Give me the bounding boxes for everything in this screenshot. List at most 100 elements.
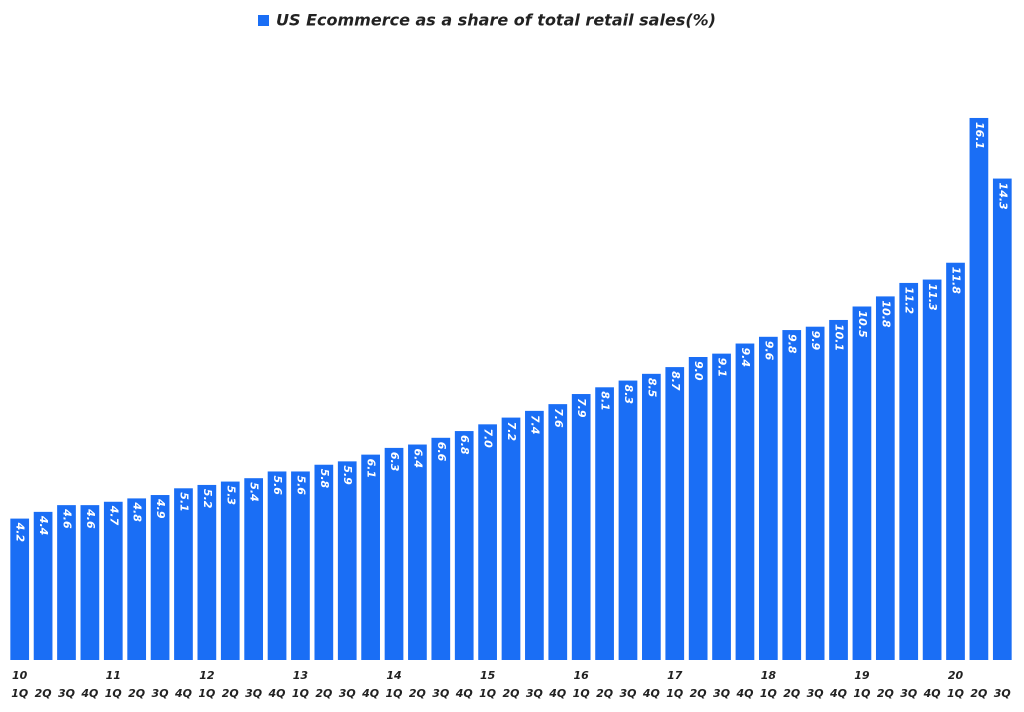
bar: [735, 343, 755, 660]
value-label: 10.5: [856, 311, 869, 338]
x-tick-label: 1Q: [198, 687, 215, 700]
bar: [642, 373, 661, 660]
bar: [33, 511, 53, 660]
bar: [57, 505, 76, 660]
bar: [688, 357, 708, 660]
bar: [10, 518, 30, 660]
bar: [478, 424, 497, 660]
bar: [314, 464, 334, 660]
bar: [525, 410, 544, 660]
value-label: 14.3: [996, 183, 1009, 210]
x-tick-label: 3Q: [152, 687, 169, 700]
x-group-label: 20: [948, 669, 964, 682]
value-label: 6.6: [435, 442, 448, 462]
bar: [267, 471, 287, 660]
bar: [595, 387, 614, 660]
bar: [571, 394, 591, 660]
bar: [337, 461, 357, 660]
x-tick-label: 1Q: [11, 687, 28, 700]
bar: [548, 404, 568, 660]
value-label: 7.6: [552, 408, 565, 428]
x-group-label: 11: [106, 669, 121, 682]
x-tick-label: 1Q: [479, 687, 496, 700]
bar: [899, 282, 919, 660]
value-label: 10.1: [833, 324, 846, 351]
x-group-label: 17: [667, 669, 683, 682]
value-label: 9.8: [786, 334, 799, 354]
x-tick-label: 3Q: [339, 687, 356, 700]
bar: [969, 117, 989, 660]
value-label: 7.0: [482, 428, 495, 448]
x-tick-label: 4Q: [455, 687, 473, 700]
x-group-label: 10: [12, 669, 28, 682]
bar: [384, 447, 404, 660]
bar: [782, 330, 802, 660]
value-label: 9.0: [692, 361, 705, 381]
x-tick-label: 4Q: [735, 687, 753, 700]
value-label: 6.8: [458, 435, 471, 455]
bar: [758, 336, 778, 660]
x-group-label: 18: [761, 669, 777, 682]
x-tick-label: 4Q: [829, 687, 847, 700]
value-label: 4.6: [60, 508, 73, 529]
x-group-label: 16: [574, 669, 590, 682]
x-tick-label: 2Q: [877, 687, 894, 700]
x-tick-label: 1Q: [853, 687, 870, 700]
value-label: 7.9: [575, 398, 588, 418]
bar: [805, 326, 825, 660]
x-tick-label: 2Q: [596, 687, 613, 700]
value-label: 4.8: [131, 501, 144, 522]
x-tick-label: 3Q: [619, 687, 636, 700]
value-label: 5.8: [318, 469, 331, 489]
x-tick-label: 2Q: [783, 687, 800, 700]
bar: [291, 471, 310, 660]
x-group-label: 12: [199, 669, 215, 682]
x-tick-label: 3Q: [900, 687, 917, 700]
bar: [361, 454, 380, 660]
bar: [618, 380, 638, 660]
value-label: 5.4: [248, 482, 261, 502]
x-tick-label: 4Q: [268, 687, 286, 700]
bar: [197, 484, 217, 660]
value-label: 7.2: [505, 422, 518, 442]
value-label: 7.4: [528, 415, 541, 435]
x-tick-label: 1Q: [666, 687, 683, 700]
value-label: 9.9: [809, 331, 822, 351]
x-group-label: 13: [293, 669, 309, 682]
value-label: 11.2: [903, 287, 916, 314]
x-tick-label: 2Q: [128, 687, 145, 700]
value-label: 5.1: [177, 492, 190, 512]
x-group-label: 15: [480, 669, 496, 682]
bar: [150, 495, 170, 660]
x-group-label: 14: [386, 669, 401, 682]
x-tick-label: 4Q: [361, 687, 379, 700]
value-label: 6.1: [365, 459, 378, 479]
bar: [946, 262, 965, 660]
bar: [103, 501, 123, 660]
x-tick-label: 1Q: [947, 687, 964, 700]
value-label: 5.6: [271, 475, 284, 495]
value-label: 9.1: [716, 358, 729, 378]
x-tick-label: 1Q: [760, 687, 777, 700]
value-label: 11.3: [926, 284, 939, 311]
x-tick-label: 3Q: [994, 687, 1011, 700]
value-label: 8.7: [669, 371, 682, 391]
bar: [127, 498, 147, 660]
x-tick-label: 2Q: [970, 687, 987, 700]
value-label: 9.6: [762, 341, 775, 361]
x-tick-label: 3Q: [58, 687, 75, 700]
x-tick-label: 1Q: [292, 687, 309, 700]
x-tick-label: 1Q: [105, 687, 122, 700]
value-label: 8.1: [599, 391, 612, 411]
value-label: 5.6: [294, 475, 307, 495]
value-label: 5.3: [224, 486, 237, 506]
x-tick-label: 2Q: [35, 687, 52, 700]
x-tick-label: 1Q: [386, 687, 403, 700]
legend-label: US Ecommerce as a share of total retail …: [276, 11, 716, 30]
value-label: 4.7: [107, 505, 120, 526]
legend: US Ecommerce as a share of total retail …: [258, 11, 716, 30]
bar: [665, 367, 685, 660]
x-tick-label: 2Q: [690, 687, 707, 700]
x-group-label: 19: [854, 669, 870, 682]
value-label: 4.6: [84, 508, 97, 529]
